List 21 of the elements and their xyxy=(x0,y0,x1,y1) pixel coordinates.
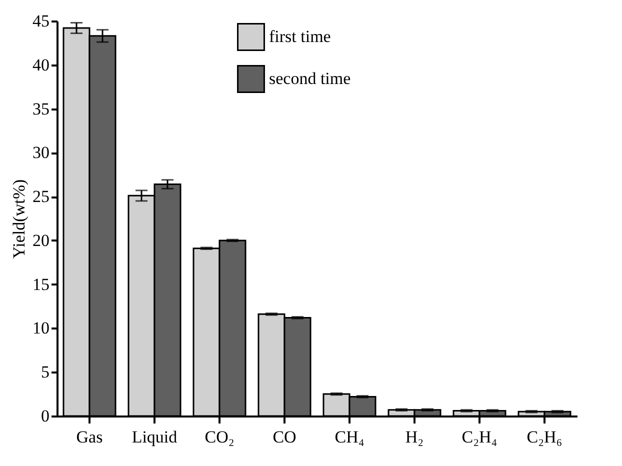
y-tick-label: 10 xyxy=(32,318,50,338)
y-tick-label: 5 xyxy=(41,362,50,382)
y-tick-label: 30 xyxy=(32,143,50,162)
y-tick-label: 25 xyxy=(32,187,50,206)
y-tick-label: 20 xyxy=(32,230,50,250)
x-tick-label: C₂H₄ xyxy=(462,428,498,446)
x-tick-label: CO₂ xyxy=(204,428,234,446)
y-tick-label: 0 xyxy=(41,406,50,426)
legend-label: first time xyxy=(269,27,331,46)
y-tick-label: 40 xyxy=(32,55,50,74)
legend-label: second time xyxy=(269,69,351,88)
y-tick-label: 35 xyxy=(32,99,50,118)
y-axis-title: Yield(wt%) xyxy=(10,179,28,259)
x-tick-label: Liquid xyxy=(132,428,178,446)
x-tick-label: CO xyxy=(272,428,296,446)
x-tick-label: CH₄ xyxy=(334,428,364,446)
y-tick-label: 15 xyxy=(32,274,50,294)
x-tick-label: H₂ xyxy=(405,428,424,446)
y-tick-label: 45 xyxy=(32,12,50,30)
x-tick-label: Gas xyxy=(76,428,103,446)
x-tick-label: C₂H₆ xyxy=(526,428,562,446)
